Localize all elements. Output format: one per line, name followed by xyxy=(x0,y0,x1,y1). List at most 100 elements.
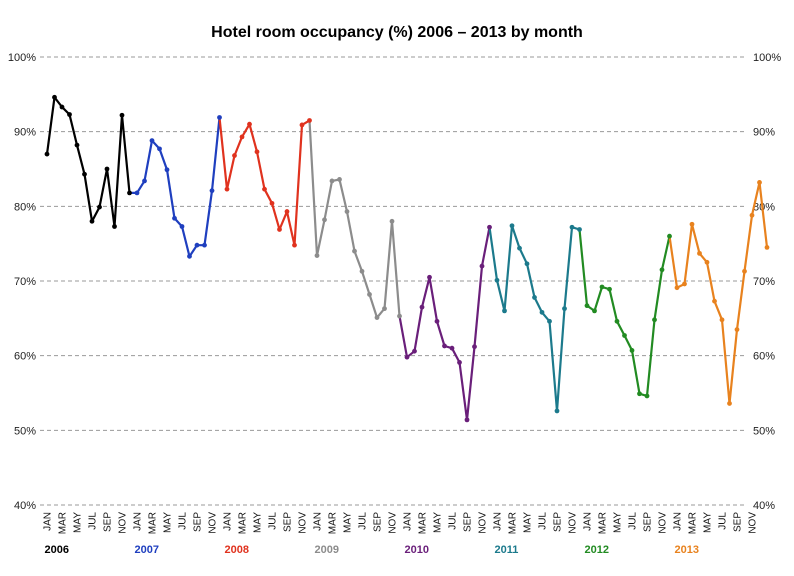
data-point-2007 xyxy=(149,138,155,144)
x-tick-label: NOV xyxy=(568,512,579,534)
year-label-2013: 2013 xyxy=(675,544,699,556)
y-tick-label-right: 60% xyxy=(753,351,775,363)
x-tick-label: JAN xyxy=(403,512,414,531)
data-point-2013 xyxy=(704,259,710,265)
data-point-2013 xyxy=(749,212,755,218)
data-point-2011 xyxy=(532,295,537,300)
x-tick-label: JUL xyxy=(448,512,459,530)
x-tick-label: MAY xyxy=(253,512,264,533)
x-tick-label: NOV xyxy=(478,512,489,534)
data-point-2010 xyxy=(487,224,492,230)
data-point-2006 xyxy=(104,166,110,172)
x-tick-label: JAN xyxy=(583,512,594,531)
data-point-2008 xyxy=(239,134,245,140)
x-tick-label: JAN xyxy=(313,512,324,531)
data-point-2012 xyxy=(644,393,650,399)
data-point-2009 xyxy=(359,268,365,274)
data-point-2009 xyxy=(367,292,372,297)
y-tick-label-left: 80% xyxy=(14,201,36,213)
data-point-2010 xyxy=(472,344,477,350)
data-point-2011 xyxy=(539,309,545,315)
year-label-2007: 2007 xyxy=(135,544,159,556)
data-point-2011 xyxy=(554,408,560,414)
data-point-2013 xyxy=(757,180,762,185)
data-point-2007 xyxy=(179,224,185,229)
data-point-2006 xyxy=(119,112,125,118)
x-tick-label: JAN xyxy=(673,512,684,531)
x-tick-label: SEP xyxy=(373,512,384,532)
data-point-2010 xyxy=(419,304,425,310)
x-tick-label: JAN xyxy=(223,512,234,531)
x-tick-label: SEP xyxy=(283,512,294,532)
data-point-2006 xyxy=(59,104,65,110)
y-axis-left: 40% 50% 60% 70% 80% 90% 100% xyxy=(8,52,36,512)
x-tick-label: NOV xyxy=(388,512,399,534)
series-line-2012 xyxy=(578,229,671,398)
y-tick-label-right: 40% xyxy=(753,500,775,512)
data-point-2006 xyxy=(89,218,95,224)
data-point-2012 xyxy=(607,286,612,292)
x-tick-label: JAN xyxy=(43,512,54,531)
data-point-2012 xyxy=(629,348,635,353)
data-point-2008 xyxy=(299,122,305,128)
data-point-2011 xyxy=(502,308,507,314)
x-tick-label: MAR xyxy=(688,512,699,534)
series-line-2010 xyxy=(398,226,491,421)
data-point-2013 xyxy=(734,327,740,332)
x-tick-label: JUL xyxy=(538,512,549,530)
x-tick-label: SEP xyxy=(193,512,204,532)
data-point-2010 xyxy=(404,354,410,360)
data-point-2009 xyxy=(329,178,335,184)
data-point-2013 xyxy=(682,281,687,287)
data-point-2011 xyxy=(547,318,552,324)
data-point-2009 xyxy=(344,209,350,214)
data-point-2008 xyxy=(284,209,290,214)
x-tick-label: NOV xyxy=(118,512,129,534)
x-tick-label: JAN xyxy=(133,512,144,531)
x-tick-label: SEP xyxy=(463,512,474,532)
data-point-2010 xyxy=(449,345,455,351)
x-tick-label: NOV xyxy=(298,512,309,534)
data-point-2007 xyxy=(187,253,192,259)
y-tick-label-left: 100% xyxy=(8,52,36,64)
year-label-2008: 2008 xyxy=(225,544,249,556)
year-label-2012: 2012 xyxy=(585,544,609,556)
x-tick-label: MAR xyxy=(328,512,339,534)
data-point-2006 xyxy=(44,151,50,157)
data-point-2010 xyxy=(479,263,485,269)
data-point-2006 xyxy=(74,142,80,148)
x-tick-label: MAY xyxy=(163,512,174,533)
data-point-2008 xyxy=(254,149,260,155)
data-point-2012 xyxy=(584,303,590,309)
x-tick-label: SEP xyxy=(103,512,114,532)
data-point-2010 xyxy=(434,318,440,324)
data-point-2010 xyxy=(442,343,447,349)
x-tick-label: MAY xyxy=(343,512,354,533)
data-point-2012 xyxy=(652,317,657,323)
x-tick-label: MAR xyxy=(58,512,69,534)
chart-title: Hotel room occupancy (%) 2006 – 2013 by … xyxy=(211,24,583,41)
y-axis-right: 40% 50% 60% 70% 80% 90% 100% xyxy=(753,52,781,512)
data-point-2008 xyxy=(307,118,312,123)
x-tick-label: MAY xyxy=(613,512,624,533)
y-tick-label-right: 100% xyxy=(753,52,781,64)
year-label-2006: 2006 xyxy=(45,544,69,556)
x-axis-month-labels: JAN MAR MAY JUL SEP NOV JAN MAR MAY JUL SEP NOV JAN M… xyxy=(43,512,759,535)
x-tick-label: MAR xyxy=(508,512,519,534)
year-label-2009: 2009 xyxy=(315,544,339,556)
x-tick-label: MAY xyxy=(73,512,84,533)
data-point-2012 xyxy=(637,391,642,397)
x-tick-label: JUL xyxy=(718,512,729,530)
x-tick-label: JUL xyxy=(358,512,369,530)
data-point-2007 xyxy=(142,178,147,184)
data-point-2008 xyxy=(232,153,237,158)
data-point-2006 xyxy=(67,112,72,117)
x-tick-label: MAY xyxy=(703,512,714,533)
data-point-2011 xyxy=(494,277,500,283)
y-tick-label-left: 60% xyxy=(14,351,36,363)
series-line-2007 xyxy=(129,117,221,258)
data-point-2006 xyxy=(112,224,117,229)
x-tick-label: MAY xyxy=(433,512,444,533)
x-tick-label: JUL xyxy=(178,512,189,530)
